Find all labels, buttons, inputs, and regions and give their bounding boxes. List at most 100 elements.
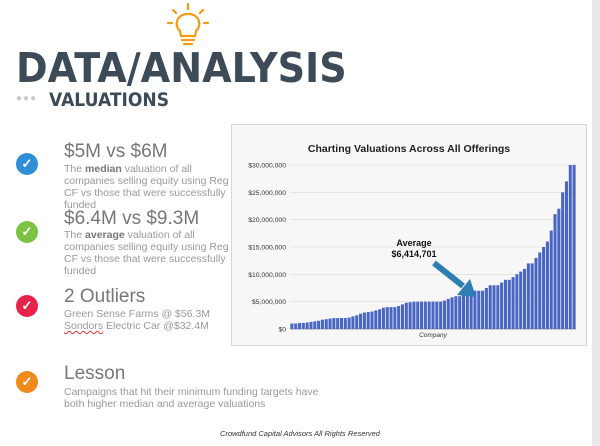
bar [500,282,504,329]
item-heading: $5M vs $6M [64,141,168,162]
item-heading: 2 Outliers [64,286,146,307]
item-description: The median valuation of all companies se… [64,163,229,211]
bar [290,323,294,329]
y-tick-label: $0 [278,327,286,334]
bar [458,296,462,329]
bar [481,290,485,329]
bar [469,290,473,329]
bar [572,165,576,329]
y-tick-label: $15,000,000 [248,245,286,252]
bar [412,301,416,329]
lightbulb-icon [166,2,210,46]
bar [355,315,359,329]
bar [492,285,496,329]
bar [378,309,382,329]
bar [439,301,443,329]
bar [484,288,488,329]
item-description: The average valuation of all companies s… [64,229,229,277]
bar [393,307,397,329]
bar [343,318,347,329]
bar [400,304,405,329]
right-edge-strip [592,0,600,446]
bar [362,312,366,329]
bar [461,293,466,329]
bar [496,285,500,329]
bar [549,230,553,329]
bar [301,322,305,329]
bar [416,301,420,329]
annotation-label: Average [396,238,431,248]
chart-title: Charting Valuations Across All Offerings [308,143,510,155]
bar [473,290,477,329]
bar [332,318,336,329]
y-tick-label: $20,000,000 [248,217,286,224]
item-heading: Lesson [64,363,126,384]
y-tick-label: $30,000,000 [248,163,286,170]
check-icon: ✓ [16,153,38,175]
bar [427,301,431,329]
bar [538,252,542,329]
bar [530,263,534,329]
slide-subtitle: VALUATIONS [49,89,170,111]
arrow-head-icon [457,279,476,297]
annotation-value: $6,414,701 [391,249,436,259]
bar [526,263,530,329]
bar [450,297,454,329]
bar [298,322,302,329]
bar [370,311,374,329]
bar [339,318,344,329]
bar [503,279,507,329]
bar [465,291,469,329]
bar [477,290,481,329]
dots-decoration: ●●● [16,93,38,104]
bar [564,181,568,329]
bar [374,310,378,329]
bar [336,318,340,329]
bar [294,323,298,329]
bar [305,322,309,329]
bar [313,321,317,329]
bar [519,271,523,329]
bar [351,316,355,329]
item-heading: $6.4M vs $9.3M [64,208,200,229]
check-icon: ✓ [16,371,38,393]
item-description: Campaigns that hit their minimum funding… [64,386,319,410]
bar [488,285,492,329]
bar [359,313,363,329]
bar [385,307,389,329]
chart-svg: Charting Valuations Across All Offerings… [248,143,576,339]
item-description: Green Sense Farms @ $56.3M Sondors Electr… [64,308,211,332]
bar [454,296,458,329]
bar [534,257,538,329]
bar [553,214,557,329]
bar [507,279,511,329]
check-icon: ✓ [16,221,38,243]
bar [561,192,565,329]
footer-text: Crowdfund Capital Advisors All Rights Re… [220,429,380,438]
bar [408,302,412,329]
bar [397,306,401,329]
bar [446,298,450,329]
bar [324,319,328,329]
x-axis-label: Company [419,332,448,339]
bar [347,317,351,329]
bar [542,247,546,329]
bar [557,208,561,329]
slide-title: DATA/ANALYSIS [16,44,347,92]
bar [431,301,435,329]
bar [366,312,370,329]
y-tick-label: $10,000,000 [248,272,286,279]
bar [309,321,313,329]
check-icon: ✓ [16,295,38,317]
arrow-shaft [432,260,465,289]
valuation-chart: Charting Valuations Across All Offerings… [231,124,587,346]
bar [423,301,427,329]
bar [328,318,332,329]
bar [435,301,439,329]
bar [545,241,549,329]
bar [442,300,446,329]
bar [381,307,385,329]
bar [515,274,519,329]
bar [320,319,324,329]
bar [420,301,424,329]
